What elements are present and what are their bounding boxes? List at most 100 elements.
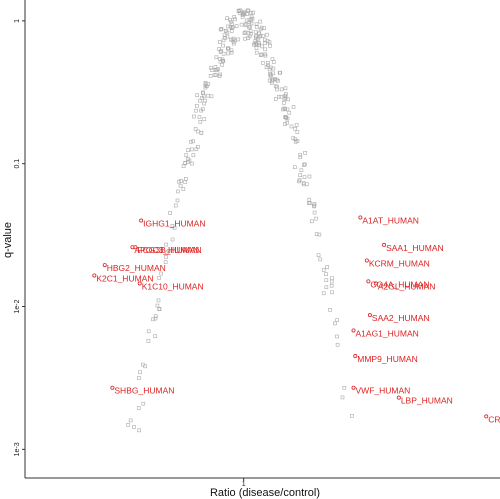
- background-point: [264, 65, 269, 69]
- background-point: [259, 52, 264, 57]
- background-point: [220, 62, 224, 67]
- point-label: A1AG1_HUMAN: [356, 328, 419, 338]
- background-point: [267, 67, 272, 72]
- background-point: [258, 34, 263, 38]
- highlighted-point: [102, 263, 107, 268]
- background-point: [187, 158, 192, 163]
- background-point: [281, 107, 285, 112]
- background-point: [173, 203, 178, 208]
- background-points: [126, 8, 354, 433]
- highlighted-point: [137, 281, 142, 286]
- background-point: [218, 27, 223, 32]
- background-point: [307, 197, 312, 202]
- background-point: [218, 57, 222, 61]
- background-point: [247, 25, 252, 30]
- y-tick-label: 1e-3: [14, 442, 21, 456]
- point-label: K1C10_HUMAN: [142, 281, 204, 291]
- background-point: [238, 11, 242, 16]
- background-point: [228, 17, 232, 22]
- background-point: [202, 101, 206, 106]
- background-point: [261, 33, 265, 38]
- highlighted-points: IGHG1_HUMAN A1AT_HUMAN APOC3_HUMANFCG3B_HU…: [92, 215, 500, 424]
- background-point: [159, 271, 164, 276]
- background-point: [172, 225, 177, 230]
- background-point: [209, 94, 214, 99]
- background-point: [170, 224, 175, 228]
- background-point: [298, 173, 302, 177]
- background-point: [246, 8, 251, 13]
- highlighted-point: [110, 385, 115, 390]
- background-point: [216, 67, 220, 72]
- background-point: [321, 268, 326, 272]
- background-point: [168, 211, 172, 215]
- point-label: MMP9_HUMAN: [357, 354, 417, 364]
- background-point: [155, 303, 160, 308]
- background-point: [202, 117, 207, 121]
- background-point: [151, 317, 155, 322]
- background-point: [268, 44, 272, 48]
- background-point: [277, 94, 281, 99]
- background-point: [342, 385, 347, 390]
- background-point: [316, 253, 321, 258]
- background-point: [291, 136, 296, 140]
- background-point: [236, 37, 240, 42]
- background-point: [263, 41, 267, 46]
- background-point: [199, 131, 204, 135]
- background-point: [329, 279, 334, 284]
- background-point: [299, 168, 304, 173]
- background-point: [242, 31, 247, 35]
- background-point: [140, 362, 145, 367]
- background-point: [198, 98, 202, 103]
- background-point: [266, 61, 270, 65]
- point-label: A2GL_HUMAN: [378, 281, 436, 291]
- y-axis-title: q-value: [2, 222, 14, 258]
- highlighted-point: [484, 414, 489, 419]
- background-point: [243, 36, 247, 41]
- point-label: CRP: [488, 414, 500, 424]
- background-point: [252, 43, 256, 47]
- background-point: [184, 177, 188, 181]
- background-point: [215, 68, 219, 73]
- background-point: [224, 29, 228, 33]
- background-point: [153, 314, 158, 318]
- background-point: [293, 126, 298, 131]
- highlighted-point: [367, 313, 372, 318]
- background-point: [297, 179, 301, 184]
- background-point: [225, 34, 230, 39]
- background-point: [312, 204, 317, 209]
- point-label: APOC3_HUMAN: [134, 245, 199, 255]
- background-point: [244, 18, 249, 23]
- point-label: SAA2_HUMAN: [372, 313, 430, 323]
- background-point: [273, 77, 277, 82]
- background-point: [240, 15, 245, 19]
- background-point: [243, 23, 248, 28]
- background-point: [269, 80, 274, 85]
- background-point: [175, 198, 180, 203]
- highlighted-point: [373, 281, 378, 286]
- point-label: A1AT_HUMAN: [362, 216, 419, 226]
- background-point: [191, 139, 195, 144]
- background-point: [208, 73, 213, 78]
- background-point: [324, 272, 328, 276]
- background-point: [263, 53, 268, 58]
- background-point: [225, 51, 230, 56]
- background-point: [302, 163, 306, 167]
- background-point: [271, 66, 276, 71]
- background-point: [206, 93, 210, 98]
- background-point: [231, 36, 236, 41]
- background-point: [229, 48, 234, 53]
- background-point: [177, 179, 181, 184]
- background-point: [202, 94, 206, 99]
- background-point: [267, 40, 272, 45]
- background-point: [241, 11, 246, 15]
- point-label: FCG3B_HUMAN: [137, 245, 201, 255]
- background-point: [219, 26, 224, 31]
- background-point: [137, 406, 141, 410]
- background-point: [328, 308, 332, 312]
- background-point: [249, 31, 253, 36]
- background-point: [263, 47, 267, 52]
- background-point: [278, 70, 283, 75]
- background-point: [253, 30, 258, 34]
- background-point: [228, 24, 233, 29]
- background-point: [219, 48, 224, 53]
